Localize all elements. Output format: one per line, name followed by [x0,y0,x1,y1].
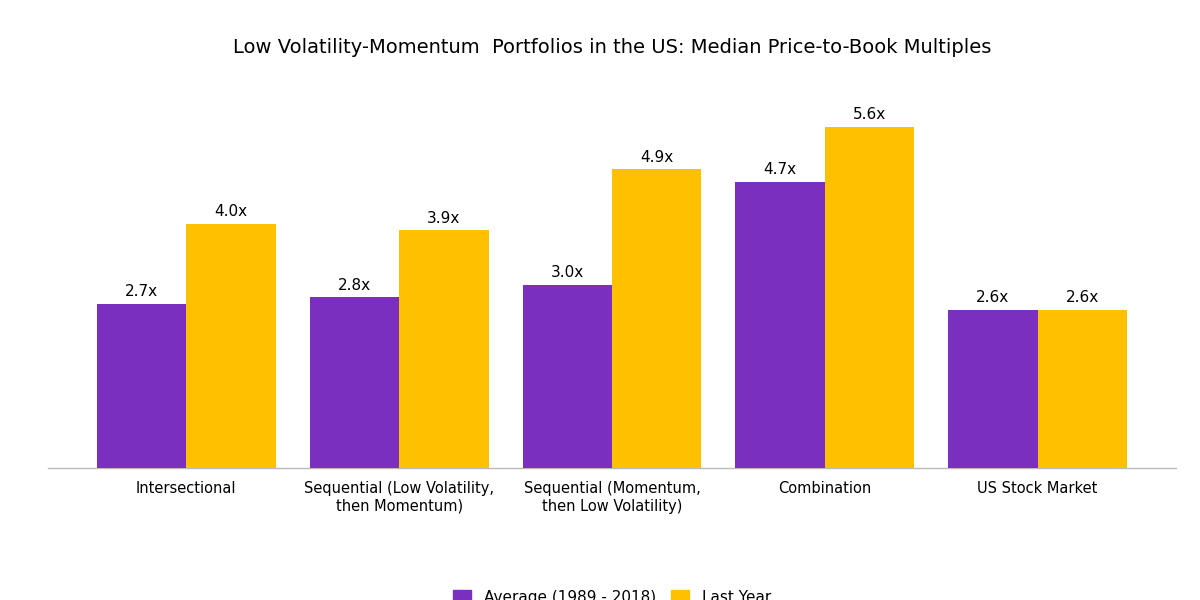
Bar [400,230,488,468]
Bar [824,127,914,468]
Legend: Average (1989 - 2018), Last Year: Average (1989 - 2018), Last Year [448,584,776,600]
Text: 4.0x: 4.0x [215,205,247,220]
Bar [1038,310,1127,468]
Text: 2.8x: 2.8x [338,278,371,293]
Text: 2.6x: 2.6x [977,290,1009,305]
Text: 4.9x: 4.9x [640,149,673,164]
Bar [736,182,824,468]
Text: 2.7x: 2.7x [125,284,158,299]
Text: 5.6x: 5.6x [853,107,886,122]
Bar [523,285,612,468]
Bar [310,298,400,468]
Text: 3.0x: 3.0x [551,265,584,280]
Text: 3.9x: 3.9x [427,211,461,226]
Bar [612,169,701,468]
Title: Low Volatility-Momentum  Portfolios in the US: Median Price-to-Book Multiples: Low Volatility-Momentum Portfolios in th… [233,38,991,56]
Bar [97,304,186,468]
Text: 4.7x: 4.7x [763,162,797,177]
Text: 2.6x: 2.6x [1066,290,1099,305]
Bar [186,224,276,468]
Bar [948,310,1038,468]
